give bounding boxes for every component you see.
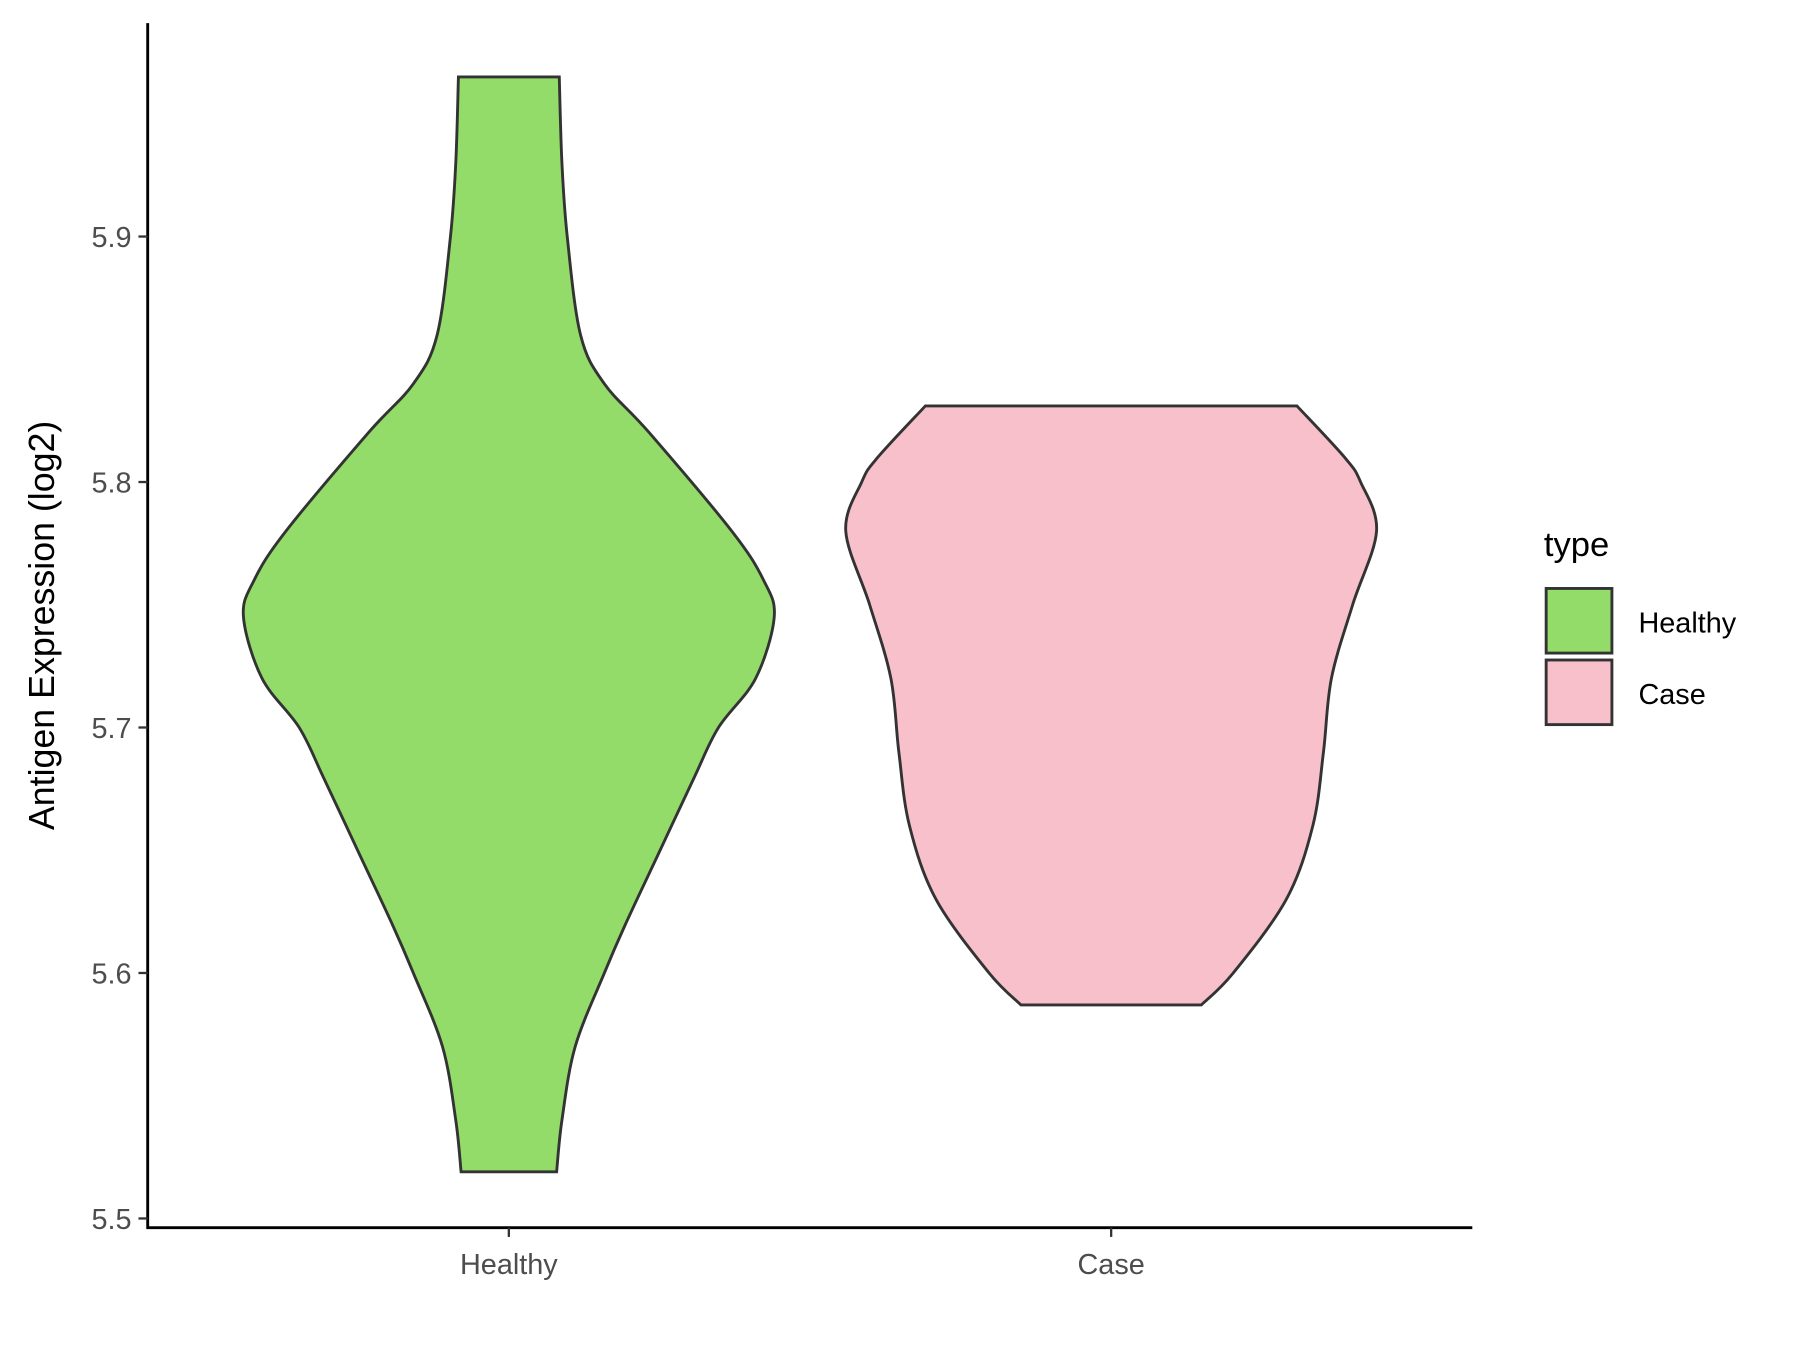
violin-healthy (241, 75, 776, 1174)
y-tick-label: 5.7 (91, 713, 131, 745)
legend: type Healthy Case (1544, 526, 1737, 727)
legend-label: Healthy (1638, 607, 1736, 639)
violins (241, 75, 1378, 1174)
legend-title: type (1544, 526, 1609, 564)
violin-case (844, 404, 1378, 1007)
x-tick-label: Healthy (460, 1249, 558, 1281)
legend-label: Case (1638, 679, 1705, 711)
y-tick-label: 5.5 (91, 1204, 131, 1236)
legend-key-healthy (1544, 587, 1614, 655)
y-tick-label: 5.9 (91, 222, 131, 254)
y-tick-label: 5.8 (91, 467, 131, 499)
x-tick-label: Case (1077, 1249, 1144, 1281)
y-axis-label: Antigen Expression (log2) (22, 421, 62, 830)
legend-key-case (1544, 658, 1614, 727)
y-tick-label: 5.6 (91, 958, 131, 990)
